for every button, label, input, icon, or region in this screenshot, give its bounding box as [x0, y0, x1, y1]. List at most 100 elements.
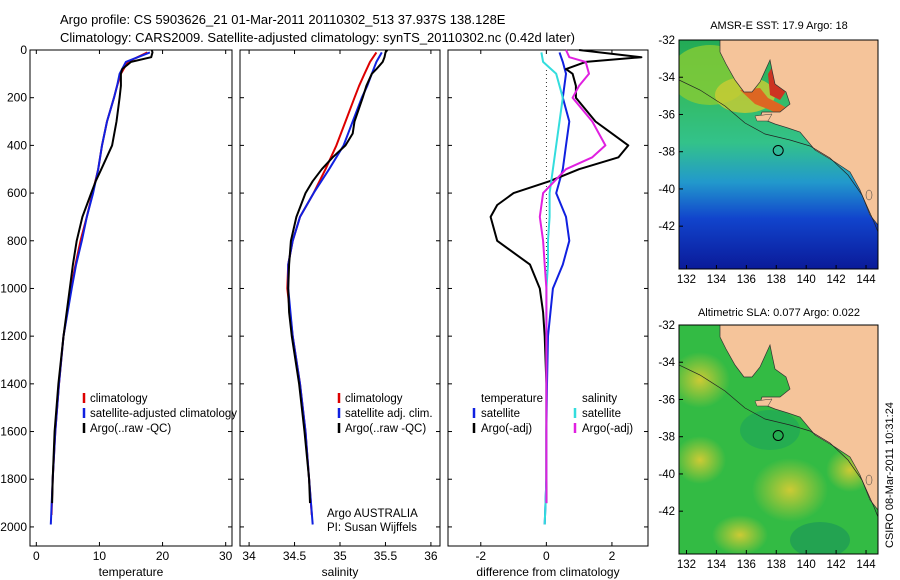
depth-tick-label: 1400 — [0, 377, 27, 391]
island — [754, 398, 773, 407]
difference-series — [448, 49, 648, 528]
x-tick-label: 36 — [424, 549, 438, 563]
x-tick-label: 35 — [333, 549, 347, 563]
depth-tick-label: 800 — [7, 234, 27, 248]
sst-map-title: AMSR-E SST: 17.9 Argo: 18 — [710, 20, 848, 32]
salinity-xlabel: salinity — [322, 565, 359, 579]
salinity-panel: 34 34.5 35 35.5 36 climatology satellite adj.… — [239, 49, 441, 579]
legend-label: satellite — [582, 408, 621, 420]
sla-blob — [712, 515, 768, 554]
sla-map-title: Altimetric SLA: 0.077 Argo: 0.022 — [698, 307, 860, 319]
x-tick-label: 34 — [242, 549, 256, 563]
depth-tick-label: 400 — [7, 138, 27, 152]
island — [865, 189, 873, 201]
x-tick-label: 35.5 — [374, 549, 398, 563]
island — [754, 113, 773, 122]
lat-tick-label: -34 — [658, 357, 675, 369]
sla-map: Altimetric SLA: 0.077 Argo: 0.022 132 134… — [658, 307, 879, 571]
difference-axis: -2 0 2 — [475, 50, 616, 563]
legend-label: satellite-adjusted climatology — [90, 408, 237, 420]
difference-plot-frame — [447, 49, 649, 547]
header-line2: Climatology: CARS2009. Satellite-adjuste… — [60, 30, 575, 45]
legend-label: satellite adj. clim. — [345, 408, 433, 420]
depth-tick-label: 0 — [20, 43, 27, 57]
lat-tick-label: -42 — [658, 506, 675, 518]
x-tick-label: 0 — [543, 549, 550, 563]
temperature-series — [49, 49, 154, 525]
difference-xlabel: difference from climatology — [476, 565, 619, 579]
land-mass — [720, 40, 878, 225]
temperature-panel: 0 200 400 600 800 1000 1200 1400 1600 1800 2000 0 1… — [0, 43, 237, 579]
x-tick-label: 20 — [156, 549, 170, 563]
sla-blob — [752, 458, 828, 522]
series-line-magenta — [538, 49, 607, 504]
lat-tick-label: -36 — [658, 394, 675, 406]
temperature-axis: 0 10 20 30 — [33, 50, 233, 563]
legend-label: climatology — [90, 393, 148, 405]
salinity-annotation-line1: Argo AUSTRALIA — [327, 508, 418, 520]
lat-tick-label: -34 — [658, 72, 675, 84]
depth-tick-label: 1600 — [0, 425, 27, 439]
x-tick-label: -2 — [475, 549, 486, 563]
x-tick-label: 30 — [219, 549, 233, 563]
lat-tick-label: -36 — [658, 109, 675, 121]
lon-tick-label: 138 — [767, 274, 786, 286]
series-line-black — [489, 49, 643, 504]
sla-blob — [679, 436, 726, 484]
salinity-legend: climatology satellite adj. clim. Argo(..ra… — [337, 393, 433, 435]
legend-label: Argo(..raw -QC) — [345, 423, 426, 435]
lon-tick-label: 134 — [707, 559, 727, 571]
x-tick-label: 34.5 — [283, 549, 307, 563]
depth-tick-label: 1200 — [0, 329, 27, 343]
series-line-black — [51, 49, 154, 504]
sst-map-axes: 132 134 136 138 140 142 144 -32 -34 -36 -38 -40 -42 — [658, 35, 876, 286]
lat-tick-label: -40 — [658, 469, 675, 481]
argo-float-marker — [772, 145, 784, 156]
sla-map-frame — [678, 324, 879, 555]
salinity-series — [240, 49, 440, 528]
legend-label: Argo(-adj) — [481, 423, 532, 435]
island — [865, 474, 873, 486]
lat-tick-label: -38 — [658, 147, 675, 159]
side-label: CSIRO 08-Mar-2011 10:31:24 — [884, 402, 896, 548]
header-line1: Argo profile: CS 5903626_21 01-Mar-2011 … — [60, 12, 506, 27]
depth-tick-label: 1800 — [0, 472, 27, 486]
sla-blob — [679, 352, 730, 408]
x-tick-label: 2 — [609, 549, 616, 563]
legend-title: salinity — [582, 393, 617, 405]
lat-tick-label: -38 — [658, 432, 675, 444]
difference-panel: -2 0 2 temperature salinity satellite Argo(-a… — [447, 49, 649, 579]
depth-tick-label: 2000 — [0, 520, 27, 534]
sst-map: AMSR-E SST: 17.9 Argo: 18 132 134 136 138 14… — [658, 20, 879, 286]
series-line-black — [287, 49, 389, 504]
land-mass — [720, 325, 878, 510]
coastline — [719, 325, 878, 511]
sst-map-frame — [678, 39, 879, 270]
lon-tick-label: 138 — [767, 559, 786, 571]
lat-tick-label: -32 — [658, 320, 675, 332]
legend-title: temperature — [481, 393, 543, 405]
depth-axis: 0 200 400 600 800 1000 1200 1400 1600 1800 2000 — [0, 43, 232, 534]
x-tick-label: 0 — [33, 549, 40, 563]
shelf-contour — [679, 364, 878, 518]
lon-tick-label: 144 — [856, 274, 876, 286]
salinity-axis: 34 34.5 35 35.5 36 — [242, 50, 438, 563]
x-tick-label: 10 — [93, 549, 107, 563]
depth-tick-label: 200 — [7, 91, 27, 105]
legend-label: climatology — [345, 393, 403, 405]
shelf-contour — [679, 79, 878, 233]
lat-tick-label: -32 — [658, 35, 675, 47]
lon-tick-label: 142 — [827, 274, 846, 286]
legend-label: Argo(..raw -QC) — [90, 423, 171, 435]
lat-tick-label: -42 — [658, 221, 675, 233]
sla-low — [790, 522, 850, 554]
lon-tick-label: 140 — [797, 274, 816, 286]
temperature-legend: climatology satellite-adjusted climatolog… — [82, 393, 237, 435]
lon-tick-label: 134 — [707, 274, 727, 286]
sla-map-axes: 132 134 136 138 140 142 144 -32 -34 -36 -38 -40 -42 — [658, 320, 876, 571]
sst-gulf-hot-water — [740, 88, 790, 118]
salinity-plot-frame — [239, 49, 441, 547]
legend-label: satellite — [481, 408, 520, 420]
depth-tick-label: 1000 — [0, 281, 27, 295]
